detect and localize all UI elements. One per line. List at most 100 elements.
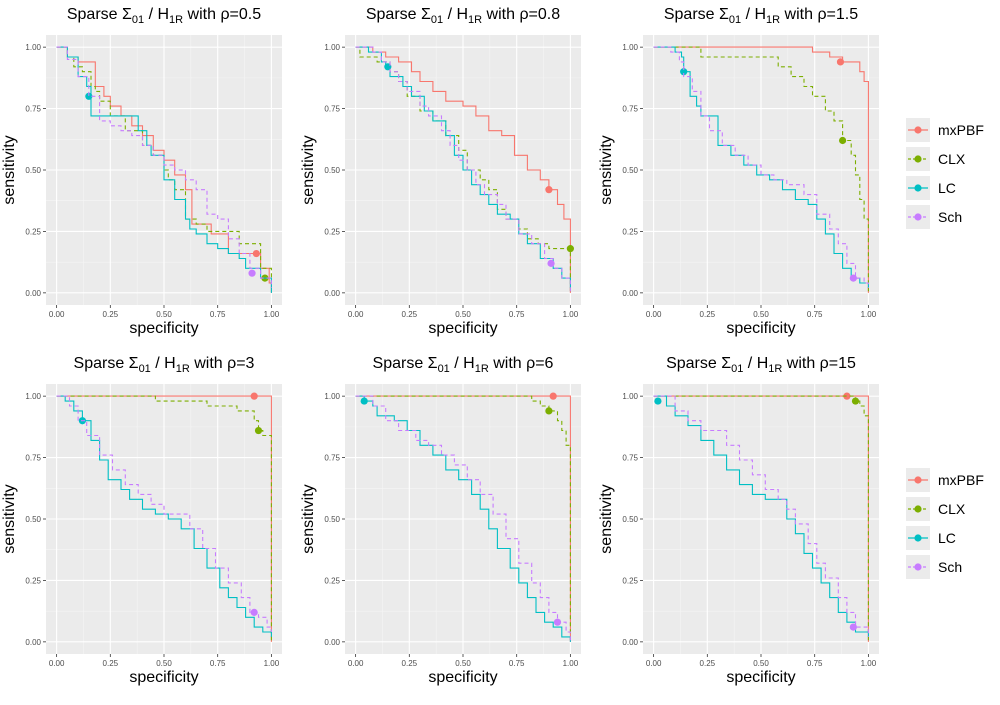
x-tick-label: 1.00	[861, 310, 877, 319]
y-tick-label: 0.50	[324, 515, 340, 524]
x-tick-label: 0.50	[753, 310, 769, 319]
x-axis-title: specificity	[428, 669, 497, 686]
x-tick-label: 0.50	[455, 659, 471, 668]
series-line-mxpbf	[355, 46, 571, 293]
series-marker-sch	[849, 623, 857, 631]
x-axis-title: specificity	[726, 320, 795, 337]
series-marker-lc	[680, 68, 688, 76]
series-marker-mxpbf	[545, 186, 553, 194]
series-line-lc	[56, 46, 272, 293]
x-tick-label: 0.75	[210, 310, 226, 319]
y-tick-label: 0.50	[622, 515, 638, 524]
series-marker-mxpbf	[252, 249, 260, 258]
y-tick-label: 1.00	[25, 392, 41, 401]
x-axis-title: specificity	[129, 669, 198, 686]
legend-1: mxPBF CLX LC Sch	[904, 115, 996, 233]
series-marker-sch	[248, 269, 256, 277]
legend-label-lc[interactable]: LC	[938, 180, 956, 196]
x-axis-title: specificity	[726, 669, 795, 686]
series-marker-mxpbf	[843, 392, 851, 400]
y-tick-label: 0.50	[622, 166, 638, 175]
series-marker-clx	[566, 245, 574, 253]
series-marker-mxpbf	[250, 392, 258, 400]
y-tick-label: 0.25	[25, 227, 41, 236]
legend-label-clx[interactable]: CLX	[938, 151, 966, 167]
y-tick-label: 0.50	[25, 166, 41, 175]
y-tick-label: 1.00	[622, 43, 638, 52]
series-line-lc	[56, 395, 272, 637]
y-tick-label: 0.50	[324, 166, 340, 175]
legend-key-marker-lc	[914, 184, 922, 192]
x-tick-label: 1.00	[563, 659, 579, 668]
y-tick-label: 1.00	[324, 392, 340, 401]
x-tick-label: 0.50	[156, 310, 172, 319]
legend-label-sch[interactable]: Sch	[938, 559, 962, 575]
series-marker-lc	[85, 92, 93, 100]
y-axis-title: sensitivity	[598, 484, 615, 553]
y-tick-label: 0.75	[324, 454, 340, 463]
series-line-sch	[355, 395, 571, 642]
y-axis-title: sensitivity	[1, 135, 18, 204]
y-tick-label: 0.25	[622, 227, 638, 236]
y-tick-label: 0.25	[324, 576, 340, 585]
legend-label-mxpbf[interactable]: mxPBF	[938, 122, 984, 138]
y-tick-label: 1.00	[622, 392, 638, 401]
chart-panel-5: 0.00 0.00 0.25 0.25 0.50 0.50 0.75 0.75 1.00 1.00…	[300, 355, 581, 686]
y-tick-label: 0.75	[324, 105, 340, 114]
y-tick-label: 0.25	[25, 576, 41, 585]
legend-label-lc[interactable]: LC	[938, 530, 956, 546]
y-tick-label: 0.00	[324, 289, 340, 298]
panel-title: Sparse Σ01 / H1R with ρ=15	[666, 355, 856, 375]
series-marker-sch	[547, 259, 555, 267]
x-tick-label: 0.75	[509, 659, 525, 668]
x-tick-label: 0.25	[103, 659, 119, 668]
x-tick-label: 0.25	[402, 310, 418, 319]
legend-key-marker-clx	[914, 155, 922, 163]
series-marker-sch	[250, 608, 258, 616]
chart-panel-4: 0.00 0.00 0.25 0.25 0.50 0.50 0.75 0.75 1.00 1.00…	[1, 355, 282, 686]
legend-key-marker-mxpbf	[914, 126, 922, 134]
series-line-lc	[653, 395, 869, 637]
legend-key-marker-clx	[914, 505, 922, 513]
legend-key-marker-lc	[914, 534, 922, 542]
chart-panel-1: 0.00 0.00 0.25 0.25 0.50 0.50 0.75 0.75 1.00 1.00…	[1, 6, 282, 337]
panel-title: Sparse Σ01 / H1R with ρ=6	[373, 355, 554, 375]
x-tick-label: 0.50	[455, 310, 471, 319]
legend-label-sch[interactable]: Sch	[938, 209, 962, 225]
x-tick-label: 1.00	[563, 310, 579, 319]
x-tick-label: 0.75	[210, 659, 226, 668]
panel-title: Sparse Σ01 / H1R with ρ=1.5	[664, 6, 858, 26]
y-axis-title: sensitivity	[598, 135, 615, 204]
x-axis-title: specificity	[129, 320, 198, 337]
y-tick-label: 0.75	[25, 105, 41, 114]
series-marker-clx	[545, 407, 553, 415]
y-tick-label: 1.00	[324, 43, 340, 52]
series-line-sch	[56, 395, 272, 632]
series-line-sch	[355, 46, 571, 293]
y-tick-label: 0.50	[25, 515, 41, 524]
x-tick-label: 0.00	[646, 659, 662, 668]
x-tick-label: 0.00	[348, 659, 364, 668]
series-line-sch	[653, 395, 869, 637]
series-line-mxpbf	[653, 46, 869, 293]
series-marker-mxpbf	[549, 392, 557, 400]
x-tick-label: 0.00	[348, 310, 364, 319]
y-tick-label: 0.75	[622, 454, 638, 463]
series-line-sch	[56, 46, 272, 288]
legend-label-clx[interactable]: CLX	[938, 501, 966, 517]
y-tick-label: 0.75	[25, 454, 41, 463]
panel-title: Sparse Σ01 / H1R with ρ=3	[74, 355, 255, 375]
series-line-clx	[56, 395, 272, 642]
y-tick-label: 0.75	[622, 105, 638, 114]
chart-panel-3: 0.00 0.00 0.25 0.25 0.50 0.50 0.75 0.75 1.00 1.00…	[598, 6, 879, 337]
y-axis-title: sensitivity	[300, 135, 317, 204]
legend-key-marker-mxpbf	[914, 476, 922, 484]
x-tick-label: 0.75	[807, 659, 823, 668]
legend-label-mxpbf[interactable]: mxPBF	[938, 472, 984, 488]
series-marker-clx	[851, 397, 860, 405]
y-tick-label: 0.00	[25, 638, 41, 647]
y-tick-label: 1.00	[25, 43, 41, 52]
x-tick-label: 0.25	[103, 310, 119, 319]
